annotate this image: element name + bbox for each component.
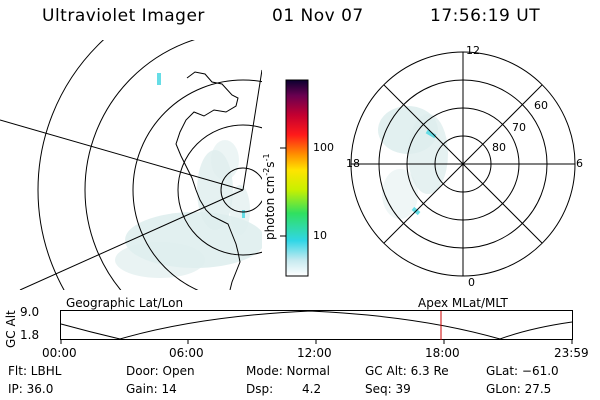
- time-tick-2359: 23:59: [554, 346, 589, 360]
- mlt-label-6: 6: [576, 157, 583, 170]
- alt-tick-1-8: 1.8: [20, 328, 40, 342]
- filter-readout: Flt: LBHL: [8, 364, 62, 378]
- app-title: Ultraviolet Imager: [42, 6, 205, 26]
- lat-label-70: 70: [512, 121, 526, 134]
- polar-mlat-mlt-plot: [350, 51, 576, 277]
- dsp-label: Dsp:: [246, 382, 274, 396]
- colorbar-tick-100: 100: [313, 141, 334, 154]
- intensity-colorbar: [280, 79, 309, 277]
- time-tick-0600: 06:00: [169, 346, 204, 360]
- colorbar-tick-10: 10: [313, 229, 327, 242]
- geographic-lat-lon-label: Geographic Lat/Lon: [66, 296, 184, 310]
- lat-label-80: 80: [492, 141, 506, 154]
- polar-grid: [350, 51, 576, 277]
- time-tick-0000: 00:00: [42, 346, 77, 360]
- altitude-timeline-plot: [60, 310, 573, 344]
- glon-readout: GLon: 27.5: [486, 382, 552, 396]
- apex-mlat-mlt-label: Apex MLat/MLT: [418, 296, 508, 310]
- time-tick-1200: 12:00: [297, 346, 332, 360]
- observation-date: 01 Nov 07: [272, 6, 364, 26]
- door-readout: Door: Open: [126, 364, 195, 378]
- gc-alt-axis-label: GC Alt: [4, 310, 18, 348]
- time-tick-1800: 18:00: [425, 346, 460, 360]
- mlt-label-0: 0: [468, 276, 475, 289]
- mlt-label-12: 12: [466, 44, 480, 57]
- alt-tick-9: 9.0: [20, 305, 40, 319]
- aurora-bright-spots: [157, 73, 245, 218]
- mlt-label-18: 18: [346, 157, 360, 170]
- geographic-map-panel: [0, 40, 262, 290]
- mode-readout: Mode: Normal: [246, 364, 330, 378]
- colorbar-unit-label: photon cm-2s-1: [262, 153, 277, 240]
- gain-readout: Gain: 14: [126, 382, 177, 396]
- coastline: [175, 71, 241, 290]
- seq-readout: Seq: 39: [365, 382, 411, 396]
- gc-alt-readout: GC Alt: 6.3 Re: [365, 364, 449, 378]
- glat-readout: GLat: −61.0: [486, 364, 559, 378]
- ip-readout: IP: 36.0: [8, 382, 54, 396]
- lat-label-60: 60: [534, 99, 548, 112]
- altitude-curve: [60, 310, 573, 340]
- lat-lon-grid: [0, 40, 262, 290]
- observation-time: 17:56:19 UT: [430, 6, 541, 26]
- dsp-value: 4.2: [302, 382, 322, 396]
